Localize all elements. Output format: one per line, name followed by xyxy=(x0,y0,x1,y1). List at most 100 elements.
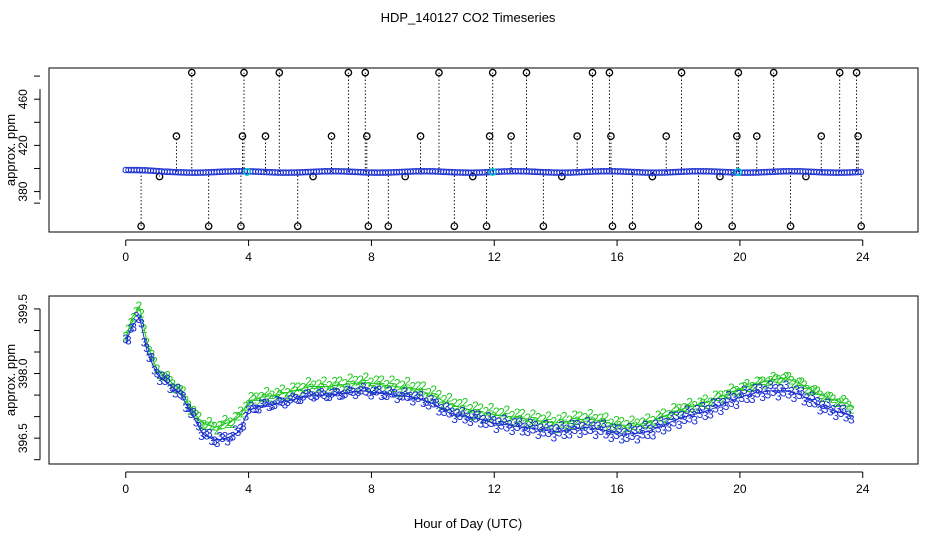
series-marker-3: 3 xyxy=(321,388,328,402)
series-marker-2: 2 xyxy=(540,412,547,426)
series-marker-3: 3 xyxy=(344,383,351,397)
series-marker-2: 2 xyxy=(736,386,743,400)
series-marker-3: 3 xyxy=(845,408,852,422)
series-marker-2: 2 xyxy=(488,401,495,415)
series-2: 2222222222222222222222222222222222222222… xyxy=(122,299,855,438)
series-marker-2: 2 xyxy=(321,374,328,388)
series-marker-3: 3 xyxy=(242,410,249,424)
series-marker-3: 3 xyxy=(326,390,333,404)
series-marker-2: 2 xyxy=(765,375,772,389)
series-marker-3: 3 xyxy=(806,396,813,410)
outlier-point xyxy=(662,132,671,140)
series-marker-2: 2 xyxy=(336,374,343,388)
series-marker-3: 3 xyxy=(271,398,278,412)
series-marker-3: 3 xyxy=(203,429,210,443)
series-marker-3: 3 xyxy=(639,428,646,442)
series-marker-3: 3 xyxy=(198,429,205,443)
series-marker-2: 2 xyxy=(814,384,821,398)
series-marker-2: 2 xyxy=(310,378,317,392)
series-marker-3: 3 xyxy=(564,422,571,436)
figure-title: HDP_140127 CO2 Timeseries xyxy=(381,10,556,25)
series-marker-2: 2 xyxy=(618,415,625,429)
series-marker-2: 2 xyxy=(248,390,255,404)
outlier-point xyxy=(607,132,615,140)
outlier-point xyxy=(384,222,393,231)
outlier-point xyxy=(344,68,353,77)
series-marker-2: 2 xyxy=(373,373,380,387)
series-marker-2: 2 xyxy=(791,376,798,390)
series-marker-3: 3 xyxy=(772,381,779,395)
series-marker-3: 3 xyxy=(122,332,129,346)
series-marker-2: 2 xyxy=(237,404,244,418)
series-marker-3: 3 xyxy=(149,351,156,365)
outlier-point xyxy=(857,222,866,231)
series-marker-3: 3 xyxy=(647,422,654,436)
outlier-point xyxy=(522,68,531,77)
bottom-y-axis: 396.5 398.0 399.5 xyxy=(16,294,41,461)
series-marker-2: 2 xyxy=(548,418,555,432)
series-marker-3: 3 xyxy=(295,393,302,407)
series-marker-3: 3 xyxy=(201,426,208,440)
series-marker-3: 3 xyxy=(363,385,370,399)
outlier-point xyxy=(435,68,443,77)
series-marker-2: 2 xyxy=(289,380,296,394)
series-marker-3: 3 xyxy=(827,404,834,418)
outlier-point xyxy=(539,222,548,231)
series-marker-3: 3 xyxy=(582,424,589,438)
series-marker-2: 2 xyxy=(441,393,448,407)
series-marker-3: 3 xyxy=(331,385,338,399)
series-marker-3: 3 xyxy=(759,390,766,404)
series-marker-2: 2 xyxy=(577,409,584,423)
series-marker-3: 3 xyxy=(412,389,419,403)
series-marker-3: 3 xyxy=(490,414,497,428)
series-marker-3: 3 xyxy=(292,392,299,406)
series-marker-2: 2 xyxy=(201,418,208,432)
series-marker-2: 2 xyxy=(527,417,534,431)
series-marker-3: 3 xyxy=(543,417,550,431)
series-marker-2: 2 xyxy=(603,410,610,424)
series-marker-2: 2 xyxy=(788,374,795,388)
top-x-tick-label: 16 xyxy=(610,250,624,264)
series-marker-2: 2 xyxy=(535,410,542,424)
series-marker-2: 2 xyxy=(754,374,761,388)
series-marker-3: 3 xyxy=(637,423,644,437)
series-marker-3: 3 xyxy=(553,421,560,435)
series-marker-2: 2 xyxy=(809,384,816,398)
series-marker-2: 2 xyxy=(209,419,216,433)
series-marker-3: 3 xyxy=(355,385,362,399)
bottom-y-tick-label: 396.5 xyxy=(16,423,30,453)
outlier-point xyxy=(852,68,861,77)
series-marker-2: 2 xyxy=(410,380,417,394)
series-marker-3: 3 xyxy=(762,383,769,397)
series-marker-3: 3 xyxy=(574,418,581,432)
series-marker-2: 2 xyxy=(365,379,372,393)
bottom-x-tick-label: 4 xyxy=(245,482,252,496)
series-marker-2: 2 xyxy=(631,419,638,433)
series-marker-3: 3 xyxy=(804,391,811,405)
series-marker-3: 3 xyxy=(501,412,508,426)
series-marker-2: 2 xyxy=(263,385,270,399)
series-marker-2: 2 xyxy=(498,406,505,420)
series-marker-3: 3 xyxy=(407,390,414,404)
series-marker-2: 2 xyxy=(274,385,281,399)
bottom-x-axis: 0 4 8 12 16 20 24 xyxy=(122,471,870,496)
series-marker-3: 3 xyxy=(571,423,578,437)
series-marker-3: 3 xyxy=(634,433,641,447)
series-marker-3: 3 xyxy=(514,420,521,434)
series-marker-2: 2 xyxy=(443,399,450,413)
series-marker-3: 3 xyxy=(475,408,482,422)
series-marker-2: 2 xyxy=(676,401,683,415)
outlier-point xyxy=(238,132,247,140)
series-marker-3: 3 xyxy=(561,428,568,442)
series-marker-3: 3 xyxy=(793,383,800,397)
series-marker-3: 3 xyxy=(423,395,430,409)
series-marker-3: 3 xyxy=(282,398,289,412)
outlier-point xyxy=(488,68,497,77)
series-marker-2: 2 xyxy=(355,382,362,396)
series-marker-2: 2 xyxy=(331,374,338,388)
series-marker-3: 3 xyxy=(349,385,356,399)
series-marker-3: 3 xyxy=(780,385,787,399)
series-marker-3: 3 xyxy=(665,420,672,434)
series-marker-2: 2 xyxy=(804,382,811,396)
series-marker-2: 2 xyxy=(122,329,129,343)
